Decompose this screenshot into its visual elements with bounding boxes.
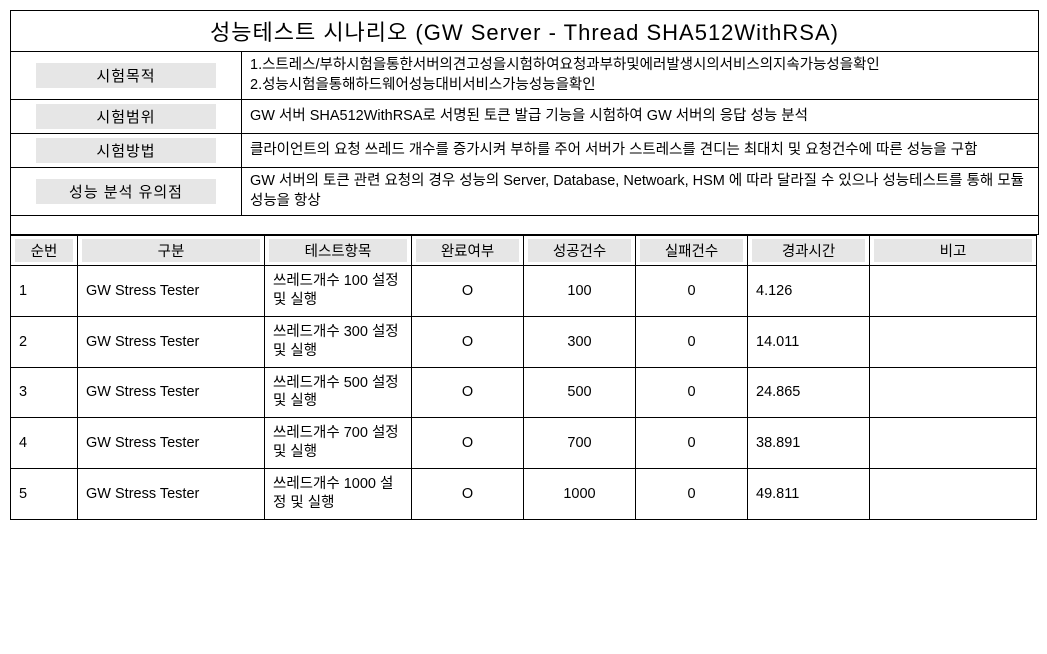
column-header: 순번	[11, 236, 78, 266]
column-header: 경과시간	[748, 236, 870, 266]
meta-label-cell: 성능 분석 유의점	[11, 168, 242, 215]
meta-row: 성능 분석 유의점 GW 서버의 토큰 관련 요청의 경우 성능의 Server,…	[11, 168, 1038, 216]
table-row: 1GW Stress Tester쓰레드개수 100 설정 및 실행O10004…	[11, 266, 1037, 317]
cell-test-item: 쓰레드개수 500 설정 및 실행	[265, 367, 412, 418]
cell-success-count: 1000	[524, 469, 636, 520]
cell-category: GW Stress Tester	[78, 469, 265, 520]
cell-fail-count: 0	[636, 367, 748, 418]
meta-row: 시험범위 GW 서버 SHA512WithRSA로 서명된 토큰 발급 기능을 시…	[11, 100, 1038, 134]
cell-seq: 5	[11, 469, 78, 520]
column-header-label: 순번	[15, 239, 73, 262]
cell-note	[870, 469, 1037, 520]
cell-seq: 3	[11, 367, 78, 418]
meta-label: 시험목적	[36, 63, 216, 88]
cell-complete: O	[412, 367, 524, 418]
cell-category: GW Stress Tester	[78, 266, 265, 317]
cell-test-item: 쓰레드개수 100 설정 및 실행	[265, 266, 412, 317]
meta-value: GW 서버 SHA512WithRSA로 서명된 토큰 발급 기능을 시험하여 …	[242, 100, 1038, 133]
column-header: 테스트항목	[265, 236, 412, 266]
table-row: 2GW Stress Tester쓰레드개수 300 설정 및 실행O30001…	[11, 316, 1037, 367]
cell-seq: 2	[11, 316, 78, 367]
cell-test-item: 쓰레드개수 700 설정 및 실행	[265, 418, 412, 469]
cell-fail-count: 0	[636, 316, 748, 367]
results-table: 순번구분테스트항목완료여부성공건수실패건수경과시간비고 1GW Stress T…	[10, 235, 1037, 519]
meta-label-cell: 시험방법	[11, 134, 242, 167]
meta-row: 시험방법 클라이언트의 요청 쓰레드 개수를 증가시켜 부하를 주어 서버가 스트…	[11, 134, 1038, 168]
cell-note	[870, 367, 1037, 418]
cell-success-count: 700	[524, 418, 636, 469]
cell-fail-count: 0	[636, 469, 748, 520]
cell-fail-count: 0	[636, 418, 748, 469]
column-header: 완료여부	[412, 236, 524, 266]
column-header-label: 실패건수	[640, 239, 743, 262]
meta-row: 시험목적 1.스트레스/부하시험을통한서버의견고성을시험하여요청과부하및에러발생시…	[11, 52, 1038, 100]
meta-value: GW 서버의 토큰 관련 요청의 경우 성능의 Server, Database…	[242, 168, 1038, 215]
cell-success-count: 300	[524, 316, 636, 367]
cell-elapsed: 4.126	[748, 266, 870, 317]
column-header-label: 경과시간	[752, 239, 865, 262]
cell-category: GW Stress Tester	[78, 418, 265, 469]
meta-label-cell: 시험범위	[11, 100, 242, 133]
cell-complete: O	[412, 266, 524, 317]
table-row: 3GW Stress Tester쓰레드개수 500 설정 및 실행O50002…	[11, 367, 1037, 418]
cell-success-count: 500	[524, 367, 636, 418]
page-title: 성능테스트 시나리오 (GW Server - Thread SHA512Wit…	[11, 11, 1038, 52]
column-header: 성공건수	[524, 236, 636, 266]
cell-elapsed: 24.865	[748, 367, 870, 418]
cell-note	[870, 266, 1037, 317]
cell-category: GW Stress Tester	[78, 367, 265, 418]
column-header-label: 완료여부	[416, 239, 519, 262]
cell-seq: 4	[11, 418, 78, 469]
meta-value: 1.스트레스/부하시험을통한서버의견고성을시험하여요청과부하및에러발생시의서비스…	[242, 52, 1038, 99]
blank-row	[11, 216, 1038, 235]
cell-success-count: 100	[524, 266, 636, 317]
table-row: 5GW Stress Tester쓰레드개수 1000 설정 및 실행O1000…	[11, 469, 1037, 520]
meta-label-cell: 시험목적	[11, 52, 242, 99]
table-row: 4GW Stress Tester쓰레드개수 700 설정 및 실행O70003…	[11, 418, 1037, 469]
cell-note	[870, 316, 1037, 367]
column-header-label: 성공건수	[528, 239, 631, 262]
cell-category: GW Stress Tester	[78, 316, 265, 367]
column-header-label: 비고	[874, 239, 1032, 262]
cell-note	[870, 418, 1037, 469]
column-header: 비고	[870, 236, 1037, 266]
meta-label: 성능 분석 유의점	[36, 179, 216, 204]
column-header: 실패건수	[636, 236, 748, 266]
cell-complete: O	[412, 418, 524, 469]
spec-table: 성능테스트 시나리오 (GW Server - Thread SHA512Wit…	[10, 10, 1039, 235]
cell-elapsed: 14.011	[748, 316, 870, 367]
meta-label: 시험방법	[36, 138, 216, 163]
column-header-label: 테스트항목	[269, 239, 407, 262]
meta-label: 시험범위	[36, 104, 216, 129]
cell-test-item: 쓰레드개수 1000 설정 및 실행	[265, 469, 412, 520]
cell-complete: O	[412, 316, 524, 367]
cell-complete: O	[412, 469, 524, 520]
cell-fail-count: 0	[636, 266, 748, 317]
column-header-label: 구분	[82, 239, 260, 262]
cell-seq: 1	[11, 266, 78, 317]
cell-elapsed: 38.891	[748, 418, 870, 469]
cell-elapsed: 49.811	[748, 469, 870, 520]
column-header: 구분	[78, 236, 265, 266]
cell-test-item: 쓰레드개수 300 설정 및 실행	[265, 316, 412, 367]
meta-value: 클라이언트의 요청 쓰레드 개수를 증가시켜 부하를 주어 서버가 스트레스를 …	[242, 134, 1038, 167]
